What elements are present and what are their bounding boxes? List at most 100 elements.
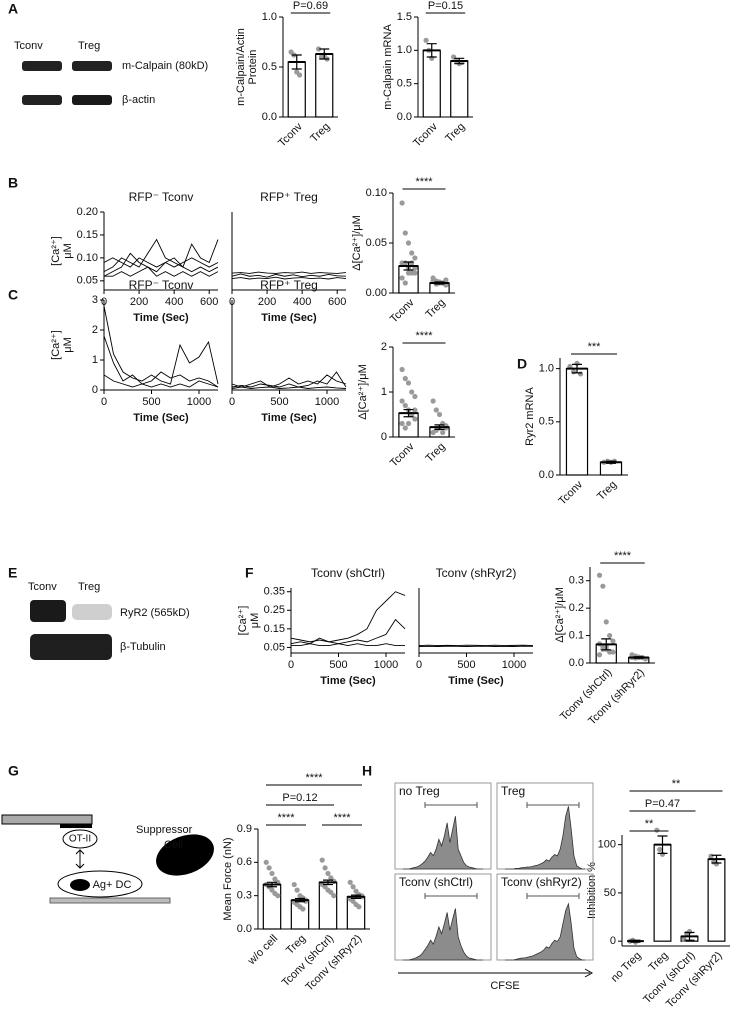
- significance-label: ****: [415, 330, 433, 342]
- lane-label: Treg: [78, 581, 100, 593]
- x-tick-label: 1000: [374, 659, 398, 671]
- trace: [290, 591, 406, 643]
- x-tick-label: 500: [457, 659, 475, 671]
- x-axis-label: Time (Sec): [133, 412, 189, 424]
- dot: [347, 879, 353, 885]
- dot: [409, 389, 415, 395]
- y-tick-label: 0: [610, 935, 616, 947]
- bar: [707, 858, 726, 942]
- y-tick-label: 0.15: [77, 229, 98, 241]
- x-tick-label: Treg: [423, 441, 447, 465]
- dot: [405, 240, 412, 246]
- dot: [412, 255, 418, 261]
- y-axis-label: μM: [62, 337, 74, 353]
- chart-title: RFP⁺ Treg: [260, 190, 318, 204]
- dot: [356, 904, 362, 910]
- y-tick-label: 0.10: [77, 252, 98, 264]
- y-tick-label: 1.0: [397, 44, 412, 56]
- dot: [610, 649, 616, 655]
- x-tick-label: w/o cell: [245, 933, 280, 968]
- arrow: [75, 849, 85, 869]
- band: [30, 634, 112, 660]
- x-tick-label: 600: [200, 296, 218, 308]
- histogram-title: Tconv (shRyr2): [501, 875, 582, 889]
- y-axis-label: m-Calpain/Actin: [235, 28, 247, 106]
- x-tick-label: Treg: [308, 121, 332, 145]
- trace: [103, 374, 219, 388]
- x-tick-label: 500: [270, 396, 288, 408]
- x-tick-label: Tconv (shRyr2): [586, 667, 647, 728]
- trace: [103, 257, 219, 268]
- cantilever: [1, 814, 93, 825]
- trace: [104, 266, 219, 277]
- dot: [296, 72, 303, 78]
- histogram: [403, 908, 483, 961]
- bar: [565, 368, 589, 476]
- dot: [412, 270, 418, 276]
- dot: [412, 407, 418, 413]
- western-blot: Tconv Treg RyR2 (565kD) β-Tubulin: [28, 581, 190, 660]
- chart-title: RFP⁻ Tconv: [129, 190, 194, 204]
- dot: [402, 402, 408, 409]
- x-tick-label: 1000: [187, 396, 211, 408]
- dot: [654, 827, 660, 833]
- histogram: [505, 806, 585, 870]
- bar: [653, 844, 672, 942]
- histogram-title: no Treg: [399, 784, 440, 798]
- trace: [290, 618, 406, 645]
- y-tick-label: 0.00: [366, 287, 387, 299]
- band-label: m-Calpain (80kD): [122, 60, 208, 72]
- dot: [402, 375, 408, 382]
- trace: [231, 271, 347, 274]
- dot: [436, 411, 443, 418]
- y-tick-label: 2: [381, 341, 387, 353]
- dot: [402, 280, 408, 286]
- diagram: OT-II Ag+ DC Suppressor Cell: [1, 814, 214, 904]
- y-tick-label: 0.05: [264, 641, 285, 653]
- dot: [412, 416, 418, 422]
- chart-title: RFP⁺ Treg: [260, 278, 318, 292]
- y-tick-label: 0.0: [262, 111, 277, 123]
- bar: [450, 60, 469, 118]
- y-axis-label: Ryr2 mRNA: [524, 387, 536, 446]
- dot: [430, 398, 436, 404]
- dot: [708, 853, 714, 859]
- band: [72, 61, 112, 71]
- x-tick-label: 400: [293, 296, 311, 308]
- y-tick-label: 0.5: [262, 61, 277, 73]
- dot: [399, 420, 405, 427]
- x-tick-label: 1000: [502, 659, 526, 671]
- y-tick-label: 0.6: [237, 856, 252, 868]
- dot: [275, 893, 281, 899]
- significance-label: P=0.12: [282, 792, 317, 804]
- dot: [405, 380, 412, 386]
- dot: [433, 407, 439, 413]
- y-axis-label: μM: [62, 243, 74, 259]
- x-tick-label: Treg: [443, 121, 467, 145]
- y-tick-label: 1: [92, 354, 98, 366]
- y-tick-label: 1.0: [262, 11, 277, 23]
- gate: [526, 802, 580, 808]
- y-axis-label: [Ca²⁺]: [50, 236, 62, 266]
- dot: [603, 619, 609, 625]
- y-tick-label: 1.0: [539, 363, 554, 375]
- dot: [681, 936, 687, 942]
- dot: [596, 572, 603, 578]
- chart-title: Tconv (shCtrl): [311, 566, 385, 580]
- x-axis-label: Time (Sec): [261, 312, 317, 324]
- y-tick-label: 0.15: [264, 623, 285, 635]
- significance-label: P=0.47: [645, 798, 680, 810]
- dot: [577, 371, 584, 377]
- dot: [331, 893, 337, 899]
- significance-label: P=0.69: [293, 0, 328, 12]
- dot: [440, 429, 446, 436]
- dot: [399, 366, 405, 373]
- gate: [424, 802, 478, 808]
- significance-label: ****: [305, 772, 323, 784]
- x-tick-label: Treg: [284, 933, 308, 957]
- x-axis-label: Time (Sec): [261, 412, 317, 424]
- cell-label: Ag+ DC: [93, 879, 132, 891]
- dot: [300, 906, 306, 912]
- x-tick-label: Tconv: [276, 120, 305, 149]
- dot: [405, 420, 412, 427]
